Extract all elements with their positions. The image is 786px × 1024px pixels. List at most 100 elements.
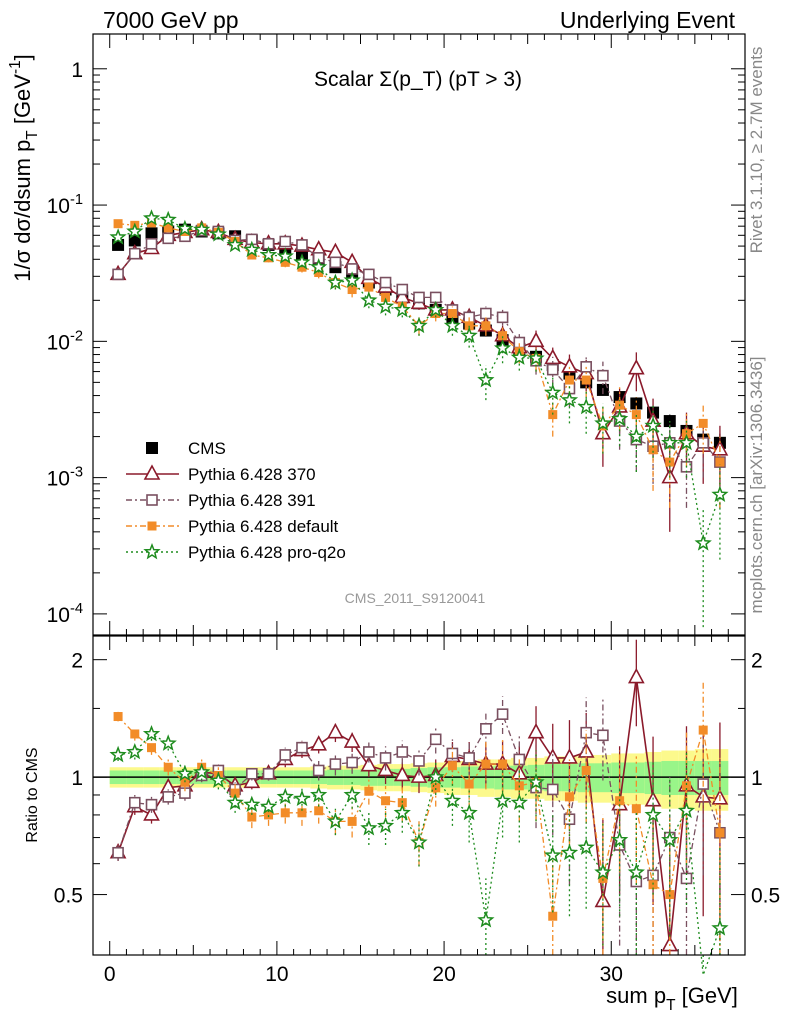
- data-point: [393, 765, 411, 782]
- data-point: [346, 756, 358, 769]
- legend-marker: [147, 521, 157, 531]
- data-point: [247, 250, 257, 260]
- y-tick-label: 10-3: [47, 465, 83, 491]
- legend-label: Pythia 6.428 default: [188, 517, 339, 536]
- data-point: [113, 712, 123, 722]
- legend-label: Pythia 6.428 370: [188, 465, 316, 484]
- data-point: [296, 741, 308, 754]
- main-y-axis-title: 1/σ dσ/dsum pT [GeV-1]: [7, 54, 41, 282]
- data-point: [360, 755, 378, 772]
- data-point: [715, 457, 725, 467]
- data-point: [413, 755, 425, 767]
- series-line-p391: [117, 229, 721, 468]
- data-point: [711, 919, 729, 936]
- data-point: [410, 833, 428, 850]
- data-point: [496, 311, 509, 324]
- y-tick-label: 1: [71, 59, 83, 82]
- data-point: [681, 781, 691, 791]
- data-point: [594, 863, 612, 880]
- legend-entry-cms: CMS: [146, 439, 226, 458]
- data-point: [112, 268, 124, 281]
- series-pq2o: [109, 209, 729, 628]
- legend-marker: [143, 464, 161, 480]
- data-point: [627, 863, 645, 880]
- legend-label: CMS: [188, 439, 226, 458]
- data-point: [527, 773, 545, 790]
- data-point: [598, 873, 608, 883]
- data-point: [627, 667, 645, 684]
- data-point: [147, 218, 157, 228]
- data-point: [681, 429, 691, 439]
- data-point: [243, 240, 261, 258]
- panel-frame: [92, 33, 746, 636]
- data-point: [147, 743, 157, 753]
- data-point: [297, 808, 307, 818]
- data-point: [343, 785, 361, 803]
- data-point: [581, 375, 591, 385]
- data-point: [246, 767, 258, 780]
- data-point: [264, 810, 274, 820]
- data-point: [544, 383, 562, 400]
- data-point: [376, 816, 395, 834]
- data-point: [510, 793, 529, 810]
- data-point: [546, 783, 559, 796]
- data-point: [410, 316, 428, 334]
- data-point: [631, 410, 641, 420]
- data-point: [698, 418, 708, 428]
- side-text-mcplots: mcplots.cern.ch [arXiv:1306.3436]: [747, 356, 766, 613]
- data-point: [312, 764, 325, 777]
- data-point: [247, 812, 257, 822]
- data-point: [226, 793, 244, 810]
- series-p370: [109, 219, 729, 532]
- data-point: [597, 729, 609, 742]
- data-point: [396, 746, 409, 758]
- data-point: [711, 485, 729, 503]
- data-point: [326, 273, 345, 290]
- data-point: [163, 762, 173, 772]
- data-point: [560, 391, 579, 408]
- data-point: [698, 725, 708, 735]
- data-point: [145, 798, 158, 811]
- data-point: [544, 846, 562, 863]
- x-tick-label: 20: [432, 963, 455, 986]
- legend-marker: [143, 542, 161, 560]
- data-point: [460, 326, 478, 344]
- data-point: [648, 880, 658, 890]
- data-point: [527, 722, 545, 739]
- data-point: [259, 245, 278, 263]
- data-point: [381, 292, 391, 302]
- data-point: [548, 911, 558, 921]
- data-point: [648, 445, 658, 455]
- data-point: [363, 746, 375, 758]
- data-point: [581, 765, 591, 775]
- data-point: [427, 300, 445, 318]
- data-point: [193, 220, 211, 237]
- data-point: [310, 735, 328, 751]
- data-point: [142, 724, 161, 742]
- panel-frame: [92, 635, 746, 956]
- data-point: [493, 339, 512, 356]
- data-point: [447, 309, 457, 319]
- data-point: [715, 828, 725, 838]
- data-point: [694, 534, 712, 551]
- data-point: [130, 729, 140, 739]
- data-point: [661, 830, 679, 848]
- data-point: [510, 348, 529, 365]
- y-tick-label: 1: [71, 767, 83, 790]
- ratio-axes: 0 10 20 30 0.5 0.5 1 1 2 2: [54, 635, 780, 986]
- data-point: [630, 397, 643, 410]
- data-point: [594, 414, 612, 431]
- main-series-group: [109, 209, 729, 628]
- series-line-pdefault: [118, 222, 721, 464]
- data-point: [527, 331, 545, 348]
- data-point: [343, 271, 361, 288]
- data-point: [498, 331, 508, 341]
- data-point: [128, 796, 141, 809]
- legend-entry-p391: Pythia 6.428 391: [126, 491, 316, 510]
- data-point: [143, 805, 160, 821]
- data-point: [112, 846, 124, 859]
- x-tick-label: 30: [600, 963, 623, 986]
- data-point: [364, 282, 374, 292]
- data-point: [262, 767, 275, 780]
- data-point: [327, 722, 344, 739]
